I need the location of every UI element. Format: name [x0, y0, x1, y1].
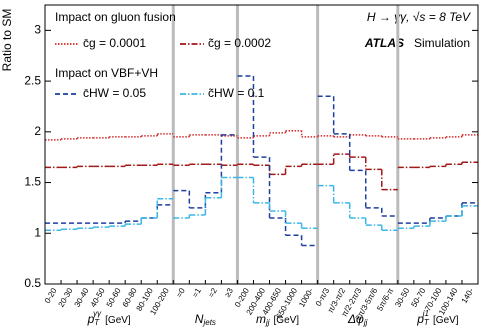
group-superscript: γγ — [93, 309, 102, 318]
plot-frame — [44, 4, 479, 285]
y-tick-label: 0.5 — [24, 276, 41, 290]
group-label: pTγγ[GeV] — [87, 309, 131, 327]
legend-label: c̃g = 0.0002 — [208, 36, 271, 50]
x-tick-label: 30-40 — [73, 286, 91, 309]
group-unit: [GeV] — [105, 315, 131, 326]
y-tick-label: 2.5 — [24, 73, 41, 87]
x-tick-label: 0-20 — [43, 286, 59, 305]
group-label: pTj1 [GeV] — [416, 309, 459, 327]
x-tick-label: =1 — [191, 286, 204, 299]
status-label: Simulation — [414, 36, 470, 50]
x-tick-label: 140- — [460, 286, 476, 305]
group-superscript: j1 — [422, 309, 429, 318]
x-tick-label: 50-60 — [105, 286, 123, 309]
y-tick-label: 2 — [34, 124, 41, 138]
x-tick-label: ≥3 — [223, 286, 235, 299]
x-tick-label: =0 — [175, 286, 188, 299]
legend-label: c̄g = 0.0001 — [83, 36, 146, 50]
group-symbol: N — [195, 312, 204, 326]
group-subscript: T — [424, 318, 430, 327]
group-label: Δφjj — [347, 312, 368, 327]
legend-label: c̃HW = 0.1 — [208, 86, 265, 100]
y-tick-label: 1 — [34, 225, 41, 239]
group-unit: [GeV] — [274, 315, 300, 326]
group-label: Njets — [195, 312, 216, 327]
legend-label: c̄HW = 0.05 — [83, 86, 146, 100]
x-tick-label: =2 — [207, 286, 220, 299]
x-tick-label: 1000- — [297, 286, 315, 309]
x-tick-label: 40-50 — [89, 286, 107, 309]
legend-title: Impact on VBF+VH — [55, 66, 158, 80]
y-tick-label: 1.5 — [24, 175, 41, 189]
group-label: mjj [GeV] — [256, 312, 299, 327]
group-unit: [GeV] — [433, 315, 459, 326]
group-symbol: p — [87, 312, 95, 326]
group-symbol: m — [256, 312, 266, 326]
y-tick-label: 3 — [34, 23, 41, 37]
group-subscript: T — [94, 318, 100, 327]
group-symbol: p — [416, 312, 424, 326]
group-symbol: Δφ — [347, 312, 364, 326]
experiment-label: ATLAS — [364, 36, 404, 50]
x-tick-label: 20-30 — [57, 286, 75, 309]
group-subscript: jets — [202, 318, 215, 327]
y-axis-label: Ratio to SM — [0, 9, 14, 72]
x-tick-label: 5π/6-π — [375, 286, 395, 312]
process-label: H → γγ, √s = 8 TeV — [367, 10, 471, 24]
legend-title: Impact on gluon fusion — [55, 10, 176, 24]
group-subscript: jj — [265, 318, 270, 327]
x-tick-label: 30-50 — [393, 286, 411, 309]
group-subscript: jj — [363, 318, 368, 327]
